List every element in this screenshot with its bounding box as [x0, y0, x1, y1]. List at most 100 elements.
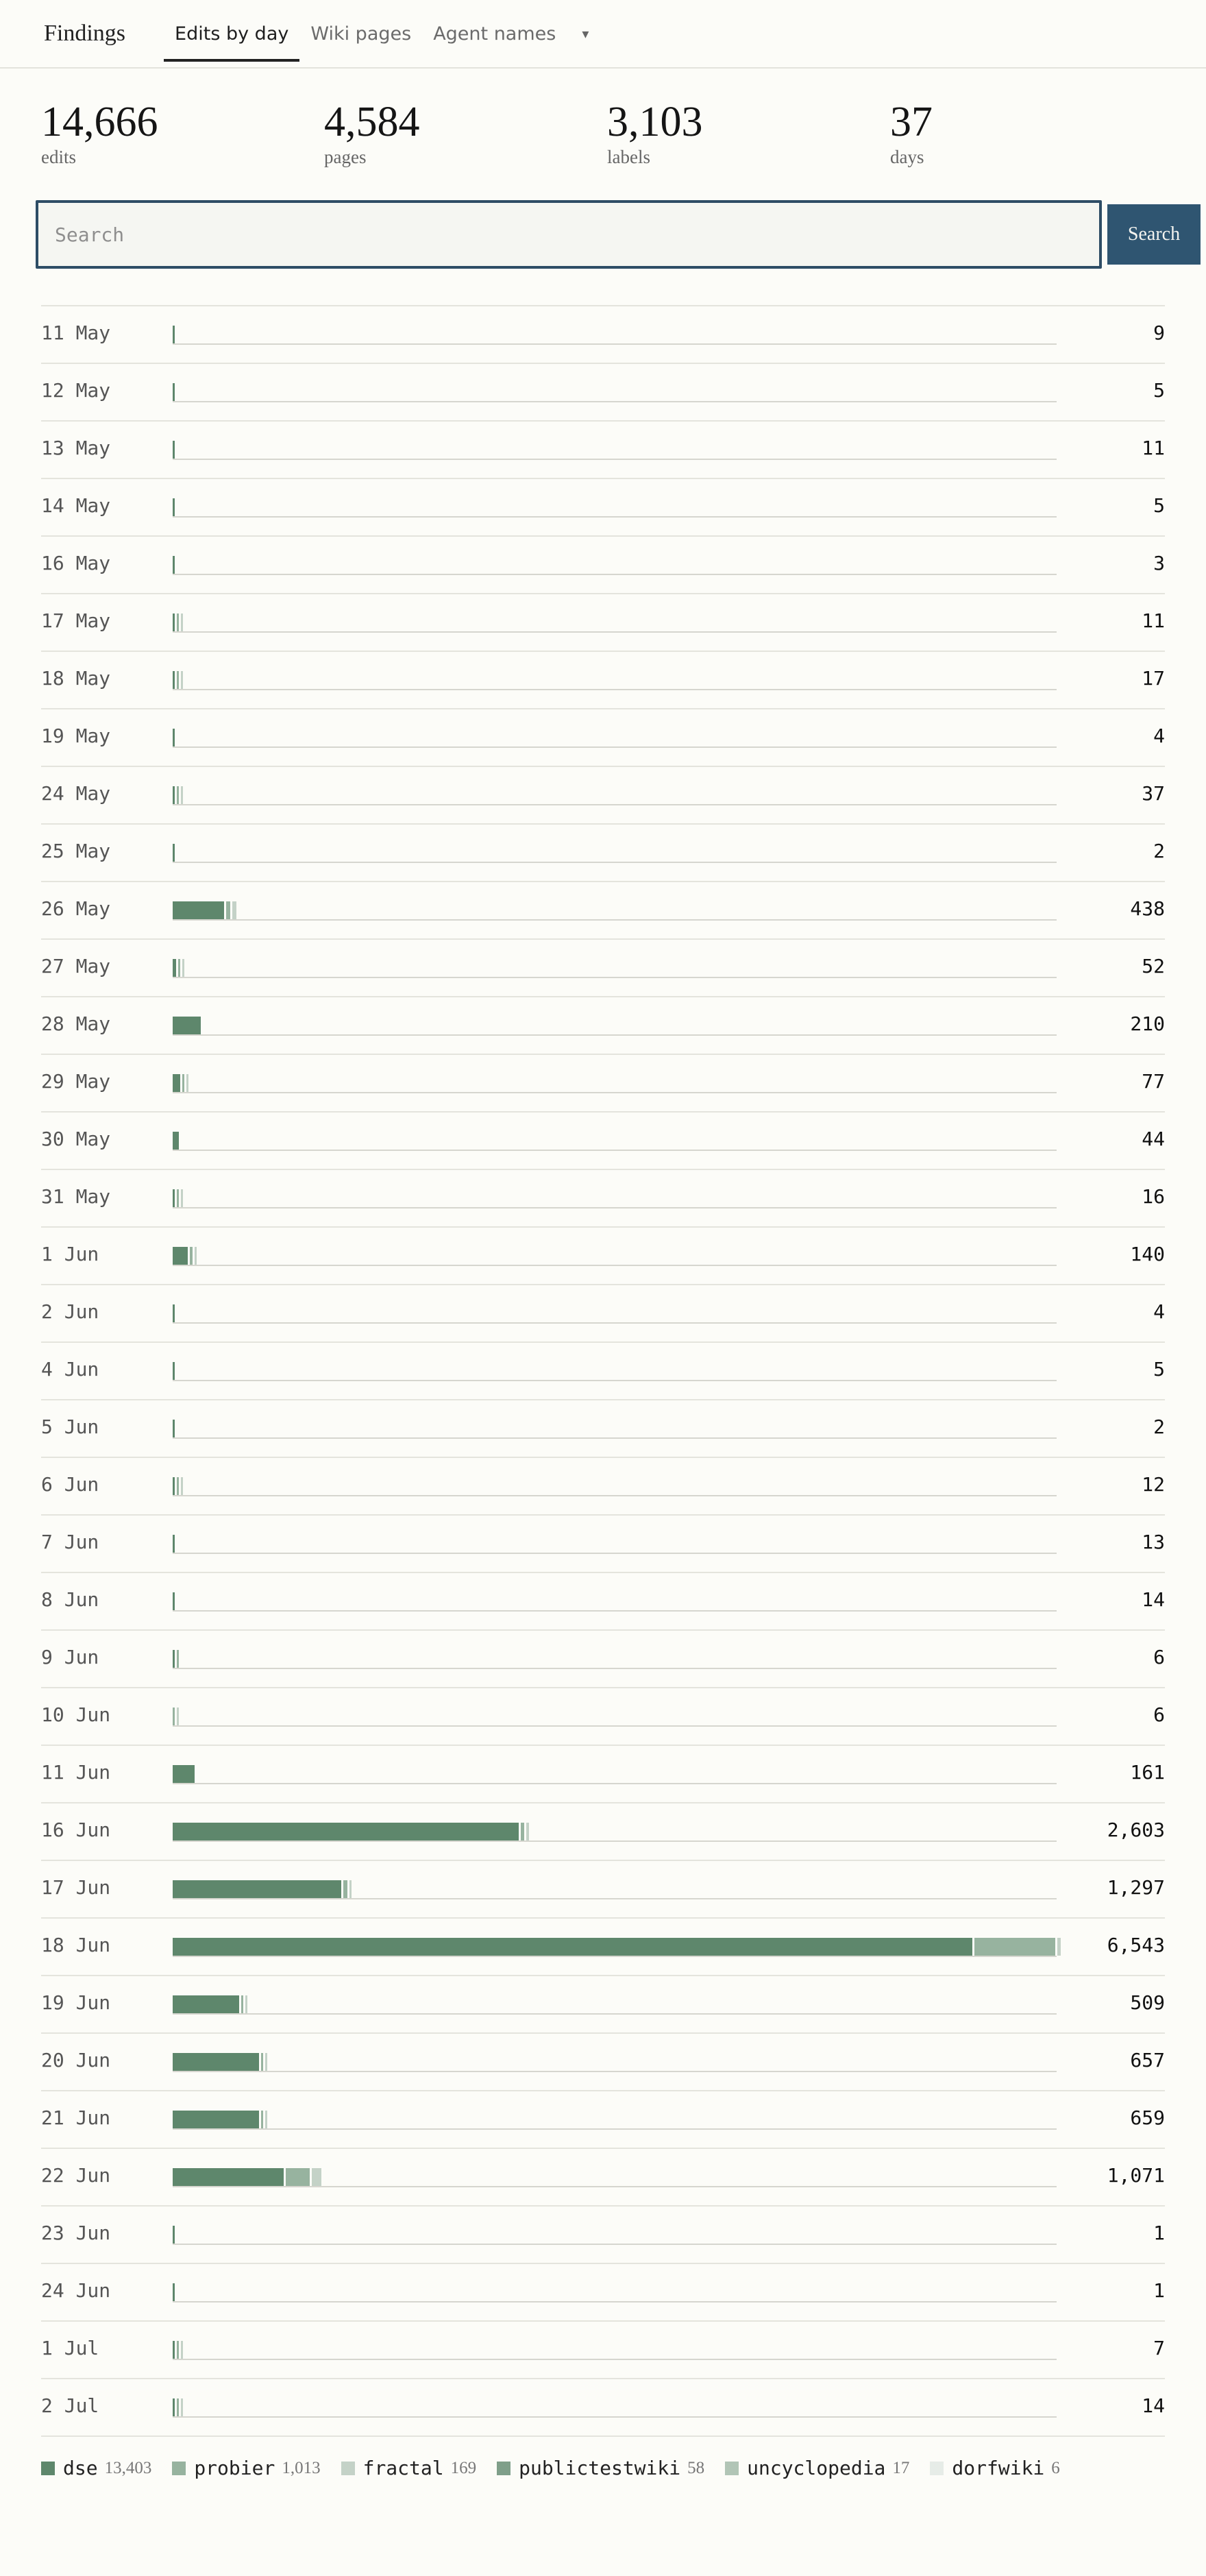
day-row[interactable]: 2 Jul 14 [41, 2379, 1165, 2437]
day-count: 3 [1153, 552, 1165, 574]
day-count: 14 [1142, 2394, 1165, 2417]
day-row[interactable]: 30 May 44 [41, 1113, 1165, 1170]
day-row[interactable]: 11 May 9 [41, 306, 1165, 364]
day-row[interactable]: 28 May 210 [41, 997, 1165, 1055]
day-count: 1 [1153, 2222, 1165, 2244]
day-row[interactable]: 10 Jun 6 [41, 1688, 1165, 1746]
day-date: 24 Jun [41, 2279, 111, 2302]
day-date: 25 May [41, 840, 111, 862]
day-row[interactable]: 21 Jun 659 [41, 2091, 1165, 2149]
day-row[interactable]: 22 Jun 1,071 [41, 2149, 1165, 2207]
day-count: 7 [1153, 2337, 1165, 2359]
bar-segment-dse [173, 1017, 201, 1034]
bar-track [173, 1668, 1057, 1669]
legend-swatch [172, 2461, 186, 2475]
bar-track [173, 1956, 1057, 1957]
bar-track [173, 1495, 1057, 1496]
bar-segment-dse [173, 2226, 175, 2244]
day-row[interactable]: 2 Jun 4 [41, 1285, 1165, 1343]
day-row[interactable]: 27 May 52 [41, 940, 1165, 997]
bar-segment-dse [173, 326, 175, 343]
chevron-down-icon[interactable]: ▾ [582, 25, 589, 42]
day-count: 44 [1142, 1128, 1165, 1150]
bar-segment-fractal [349, 1880, 352, 1898]
bar-segment-fractal [181, 671, 183, 689]
day-date: 18 May [41, 667, 111, 690]
day-row[interactable]: 12 May 5 [41, 364, 1165, 422]
stacked-bar [173, 2053, 269, 2071]
day-row[interactable]: 8 Jun 14 [41, 1573, 1165, 1631]
day-row[interactable]: 13 May 11 [41, 422, 1165, 479]
bar-segment-dse [173, 1247, 188, 1265]
day-row[interactable]: 20 Jun 657 [41, 2034, 1165, 2091]
stat-labels: 3,103 labels [607, 99, 890, 239]
stacked-bar [173, 1420, 177, 1437]
stacked-bar [173, 786, 185, 804]
tab-edits-by-day[interactable]: Edits by day [164, 0, 300, 67]
day-row[interactable]: 23 Jun 1 [41, 2207, 1165, 2264]
day-row[interactable]: 24 Jun 1 [41, 2264, 1165, 2322]
day-row[interactable]: 7 Jun 13 [41, 1516, 1165, 1573]
day-row[interactable]: 24 May 37 [41, 767, 1165, 825]
app-brand[interactable]: Findings [44, 21, 126, 46]
legend-swatch [497, 2461, 511, 2475]
bar-segment-dse [173, 1477, 175, 1495]
day-date: 27 May [41, 955, 111, 977]
bar-track [173, 1783, 1057, 1784]
day-row[interactable]: 17 Jun 1,297 [41, 1861, 1165, 1919]
tab-agent-names[interactable]: Agent names [433, 23, 556, 45]
day-row[interactable]: 29 May 77 [41, 1055, 1165, 1113]
bar-segment-fractal [312, 2168, 321, 2186]
day-date: 31 May [41, 1185, 111, 1208]
day-date: 17 May [41, 609, 111, 632]
stacked-bar [173, 1247, 199, 1265]
day-row[interactable]: 19 May 4 [41, 709, 1165, 767]
bar-segment-dse [173, 1189, 175, 1207]
day-row[interactable]: 9 Jun 6 [41, 1631, 1165, 1688]
bar-segment-dse [173, 383, 175, 401]
day-row[interactable]: 16 May 3 [41, 537, 1165, 594]
day-count: 6,543 [1107, 1934, 1165, 1956]
stacked-bar [173, 613, 185, 631]
day-count: 52 [1142, 955, 1165, 977]
legend-swatch [725, 2461, 739, 2475]
day-row[interactable]: 6 Jun 12 [41, 1458, 1165, 1516]
stat-pages: 4,584 pages [324, 99, 607, 239]
bar-segment-dse [173, 2341, 175, 2359]
day-row[interactable]: 18 May 17 [41, 652, 1165, 709]
day-row[interactable]: 26 May 438 [41, 882, 1165, 940]
search-button[interactable]: Search [1107, 204, 1201, 265]
stacked-bar [173, 2226, 177, 2244]
day-row[interactable]: 1 Jun 140 [41, 1228, 1165, 1285]
bar-track [173, 2301, 1057, 2302]
tab-wiki-pages[interactable]: Wiki pages [310, 23, 412, 45]
legend-label: fractal [362, 2457, 444, 2479]
legend-label: probier [194, 2457, 275, 2479]
day-row[interactable]: 14 May 5 [41, 479, 1165, 537]
day-row[interactable]: 16 Jun 2,603 [41, 1803, 1165, 1861]
bar-segment-probier [261, 2053, 263, 2071]
day-row[interactable]: 31 May 16 [41, 1170, 1165, 1228]
day-count: 4 [1153, 1300, 1165, 1323]
stacked-bar [173, 1823, 531, 1840]
search-input[interactable] [36, 200, 1102, 269]
day-count: 17 [1142, 667, 1165, 690]
day-row[interactable]: 17 May 11 [41, 594, 1165, 652]
day-row[interactable]: 4 Jun 5 [41, 1343, 1165, 1400]
legend-count: 17 [892, 2458, 910, 2477]
day-row[interactable]: 25 May 2 [41, 825, 1165, 882]
stat-label: labels [607, 147, 650, 167]
legend-item-dorfwiki: dorfwiki 6 [930, 2457, 1060, 2479]
day-count: 5 [1153, 379, 1165, 402]
day-date: 9 Jun [41, 1646, 99, 1668]
day-row[interactable]: 5 Jun 2 [41, 1400, 1165, 1458]
day-row[interactable]: 19 Jun 509 [41, 1976, 1165, 2034]
day-date: 30 May [41, 1128, 111, 1150]
stat-value: 14,666 [41, 99, 158, 145]
bar-track [173, 1553, 1057, 1554]
day-row[interactable]: 1 Jul 7 [41, 2322, 1165, 2379]
day-row[interactable]: 11 Jun 161 [41, 1746, 1165, 1803]
day-row[interactable]: 18 Jun 6,543 [41, 1919, 1165, 1976]
bar-segment-dse [173, 613, 175, 631]
day-date: 13 May [41, 437, 111, 459]
